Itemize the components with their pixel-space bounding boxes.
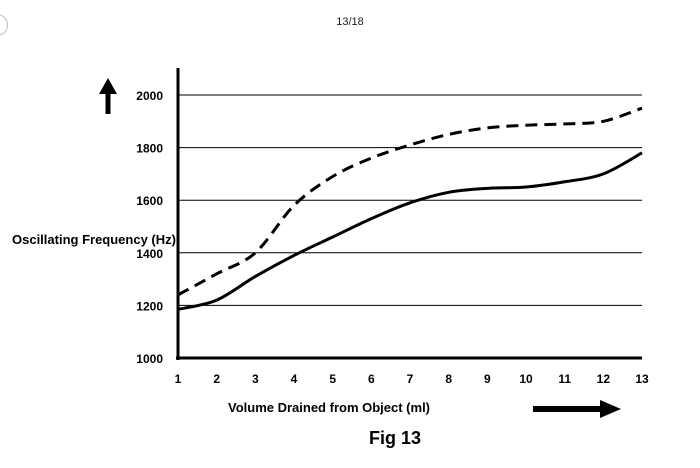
- solid-series-line: [178, 153, 642, 309]
- y-tick-label: 2000: [136, 89, 163, 103]
- x-tick-label: 9: [484, 372, 491, 386]
- y-tick-label: 1000: [136, 352, 163, 366]
- x-axis-title: Volume Drained from Object (ml): [228, 400, 430, 415]
- y-tick-labels: 1000 1200 1400 1600 1800 2000: [136, 89, 163, 366]
- x-tick-label: 4: [291, 372, 298, 386]
- y-tick-label: 1800: [136, 142, 163, 156]
- series-lines: [178, 108, 642, 309]
- y-axis-title: Oscillating Frequency (Hz): [12, 232, 176, 247]
- axes: [176, 68, 642, 360]
- x-tick-label: 8: [445, 372, 452, 386]
- x-tick-label: 12: [597, 372, 611, 386]
- x-tick-label: 6: [368, 372, 375, 386]
- y-tick-label: 1600: [136, 194, 163, 208]
- x-tick-label: 5: [329, 372, 336, 386]
- x-tick-label: 1: [175, 372, 182, 386]
- up-arrow-icon: [99, 78, 117, 114]
- x-tick-label: 2: [213, 372, 220, 386]
- y-tick-label: 1200: [136, 299, 163, 313]
- y-tick-label: 1400: [136, 247, 163, 261]
- x-tick-label: 13: [635, 372, 649, 386]
- x-tick-label: 11: [558, 372, 571, 386]
- x-tick-label: 7: [407, 372, 414, 386]
- x-tick-label: 10: [519, 372, 533, 386]
- grid-lines: [178, 95, 642, 305]
- figure-caption: Fig 13: [0, 428, 700, 449]
- x-tick-labels: 12345678910111213: [175, 372, 649, 386]
- x-tick-label: 3: [252, 372, 259, 386]
- right-arrow-icon: [533, 400, 621, 418]
